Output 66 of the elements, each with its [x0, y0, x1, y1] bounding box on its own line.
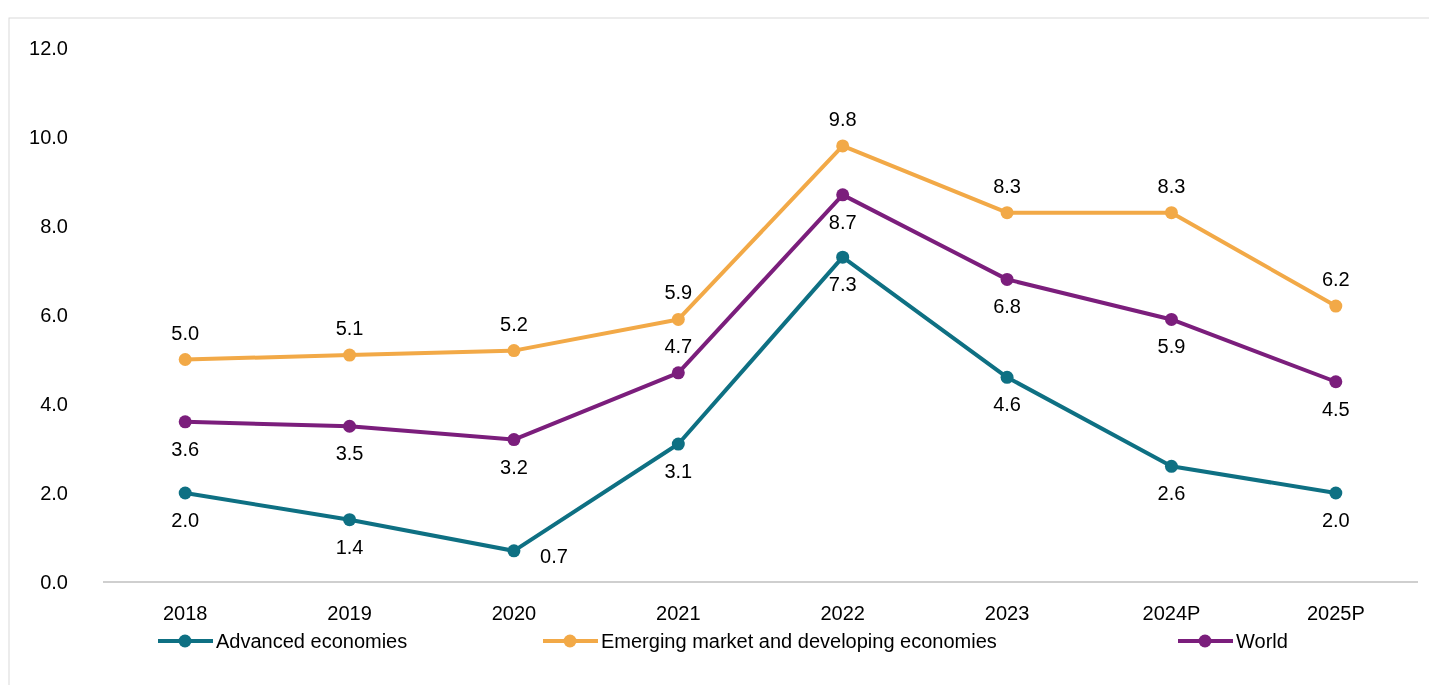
point [178, 353, 192, 366]
point [1000, 272, 1014, 286]
point [671, 437, 685, 451]
y-tick-label: 4.0 [40, 393, 68, 415]
x-tick-label: 2020 [491, 602, 537, 624]
data-label: 2.6 [1157, 482, 1186, 505]
point [1164, 312, 1178, 326]
data-label: 6.2 [1321, 268, 1350, 291]
point [343, 419, 357, 433]
data-label: 8.3 [993, 174, 1021, 197]
point [671, 366, 685, 380]
y-tick-label: 2.0 [40, 482, 68, 504]
x-tick-label: 2021 [656, 602, 701, 624]
point [343, 513, 357, 527]
data-label: 2.0 [1321, 509, 1350, 531]
point [1329, 486, 1343, 500]
y-tick-label: 0.0 [40, 571, 68, 593]
data-label: 2.0 [171, 509, 200, 531]
point [1000, 206, 1014, 220]
legend-label: World [1236, 630, 1288, 652]
data-label: 0.7 [540, 544, 568, 567]
point [1000, 370, 1014, 384]
legend-label: Emerging market and developing economies [601, 630, 997, 652]
data-label: 3.6 [171, 437, 200, 460]
data-label: 5.9 [1157, 335, 1186, 358]
point [178, 486, 192, 500]
data-label: 3.1 [664, 460, 693, 483]
y-tick-label: 10.0 [29, 126, 68, 148]
data-label: 9.8 [828, 107, 857, 130]
y-tick-label: 12.0 [29, 37, 68, 59]
y-tick-label: 8.0 [40, 215, 68, 237]
data-label: 3.5 [335, 442, 364, 465]
data-label: 1.4 [335, 535, 364, 558]
data-label: 5.2 [500, 312, 528, 335]
point [1329, 299, 1343, 313]
point [836, 139, 850, 153]
point [836, 250, 850, 264]
data-label: 4.5 [1321, 397, 1350, 420]
point [178, 415, 192, 429]
data-label: 5.1 [335, 317, 364, 340]
x-tick-label: 2018 [162, 602, 208, 624]
point [836, 188, 850, 202]
point [507, 344, 521, 358]
point [1329, 375, 1343, 389]
x-tick-label: 2022 [820, 602, 865, 624]
data-label: 7.3 [828, 273, 857, 296]
x-tick-label: 2025P [1306, 602, 1365, 624]
legend-label: Advanced economies [216, 630, 408, 652]
data-label: 8.7 [828, 210, 857, 233]
point [343, 348, 357, 362]
x-tick-label: 2023 [984, 602, 1030, 624]
point [1164, 459, 1178, 473]
y-tick-label: 6.0 [40, 304, 68, 326]
data-label: 6.8 [993, 295, 1021, 318]
point [1164, 206, 1178, 220]
point [507, 433, 521, 447]
x-tick-label: 2019 [327, 602, 372, 624]
data-label: 8.3 [1157, 174, 1186, 197]
data-label: 4.7 [664, 334, 693, 357]
data-label: 3.2 [500, 455, 528, 478]
x-tick-label: 2024P [1142, 602, 1201, 624]
data-label: 4.6 [993, 393, 1021, 416]
point [671, 312, 685, 326]
data-label: 5.9 [664, 281, 693, 304]
point [507, 544, 521, 558]
data-label: 5.0 [171, 321, 200, 344]
